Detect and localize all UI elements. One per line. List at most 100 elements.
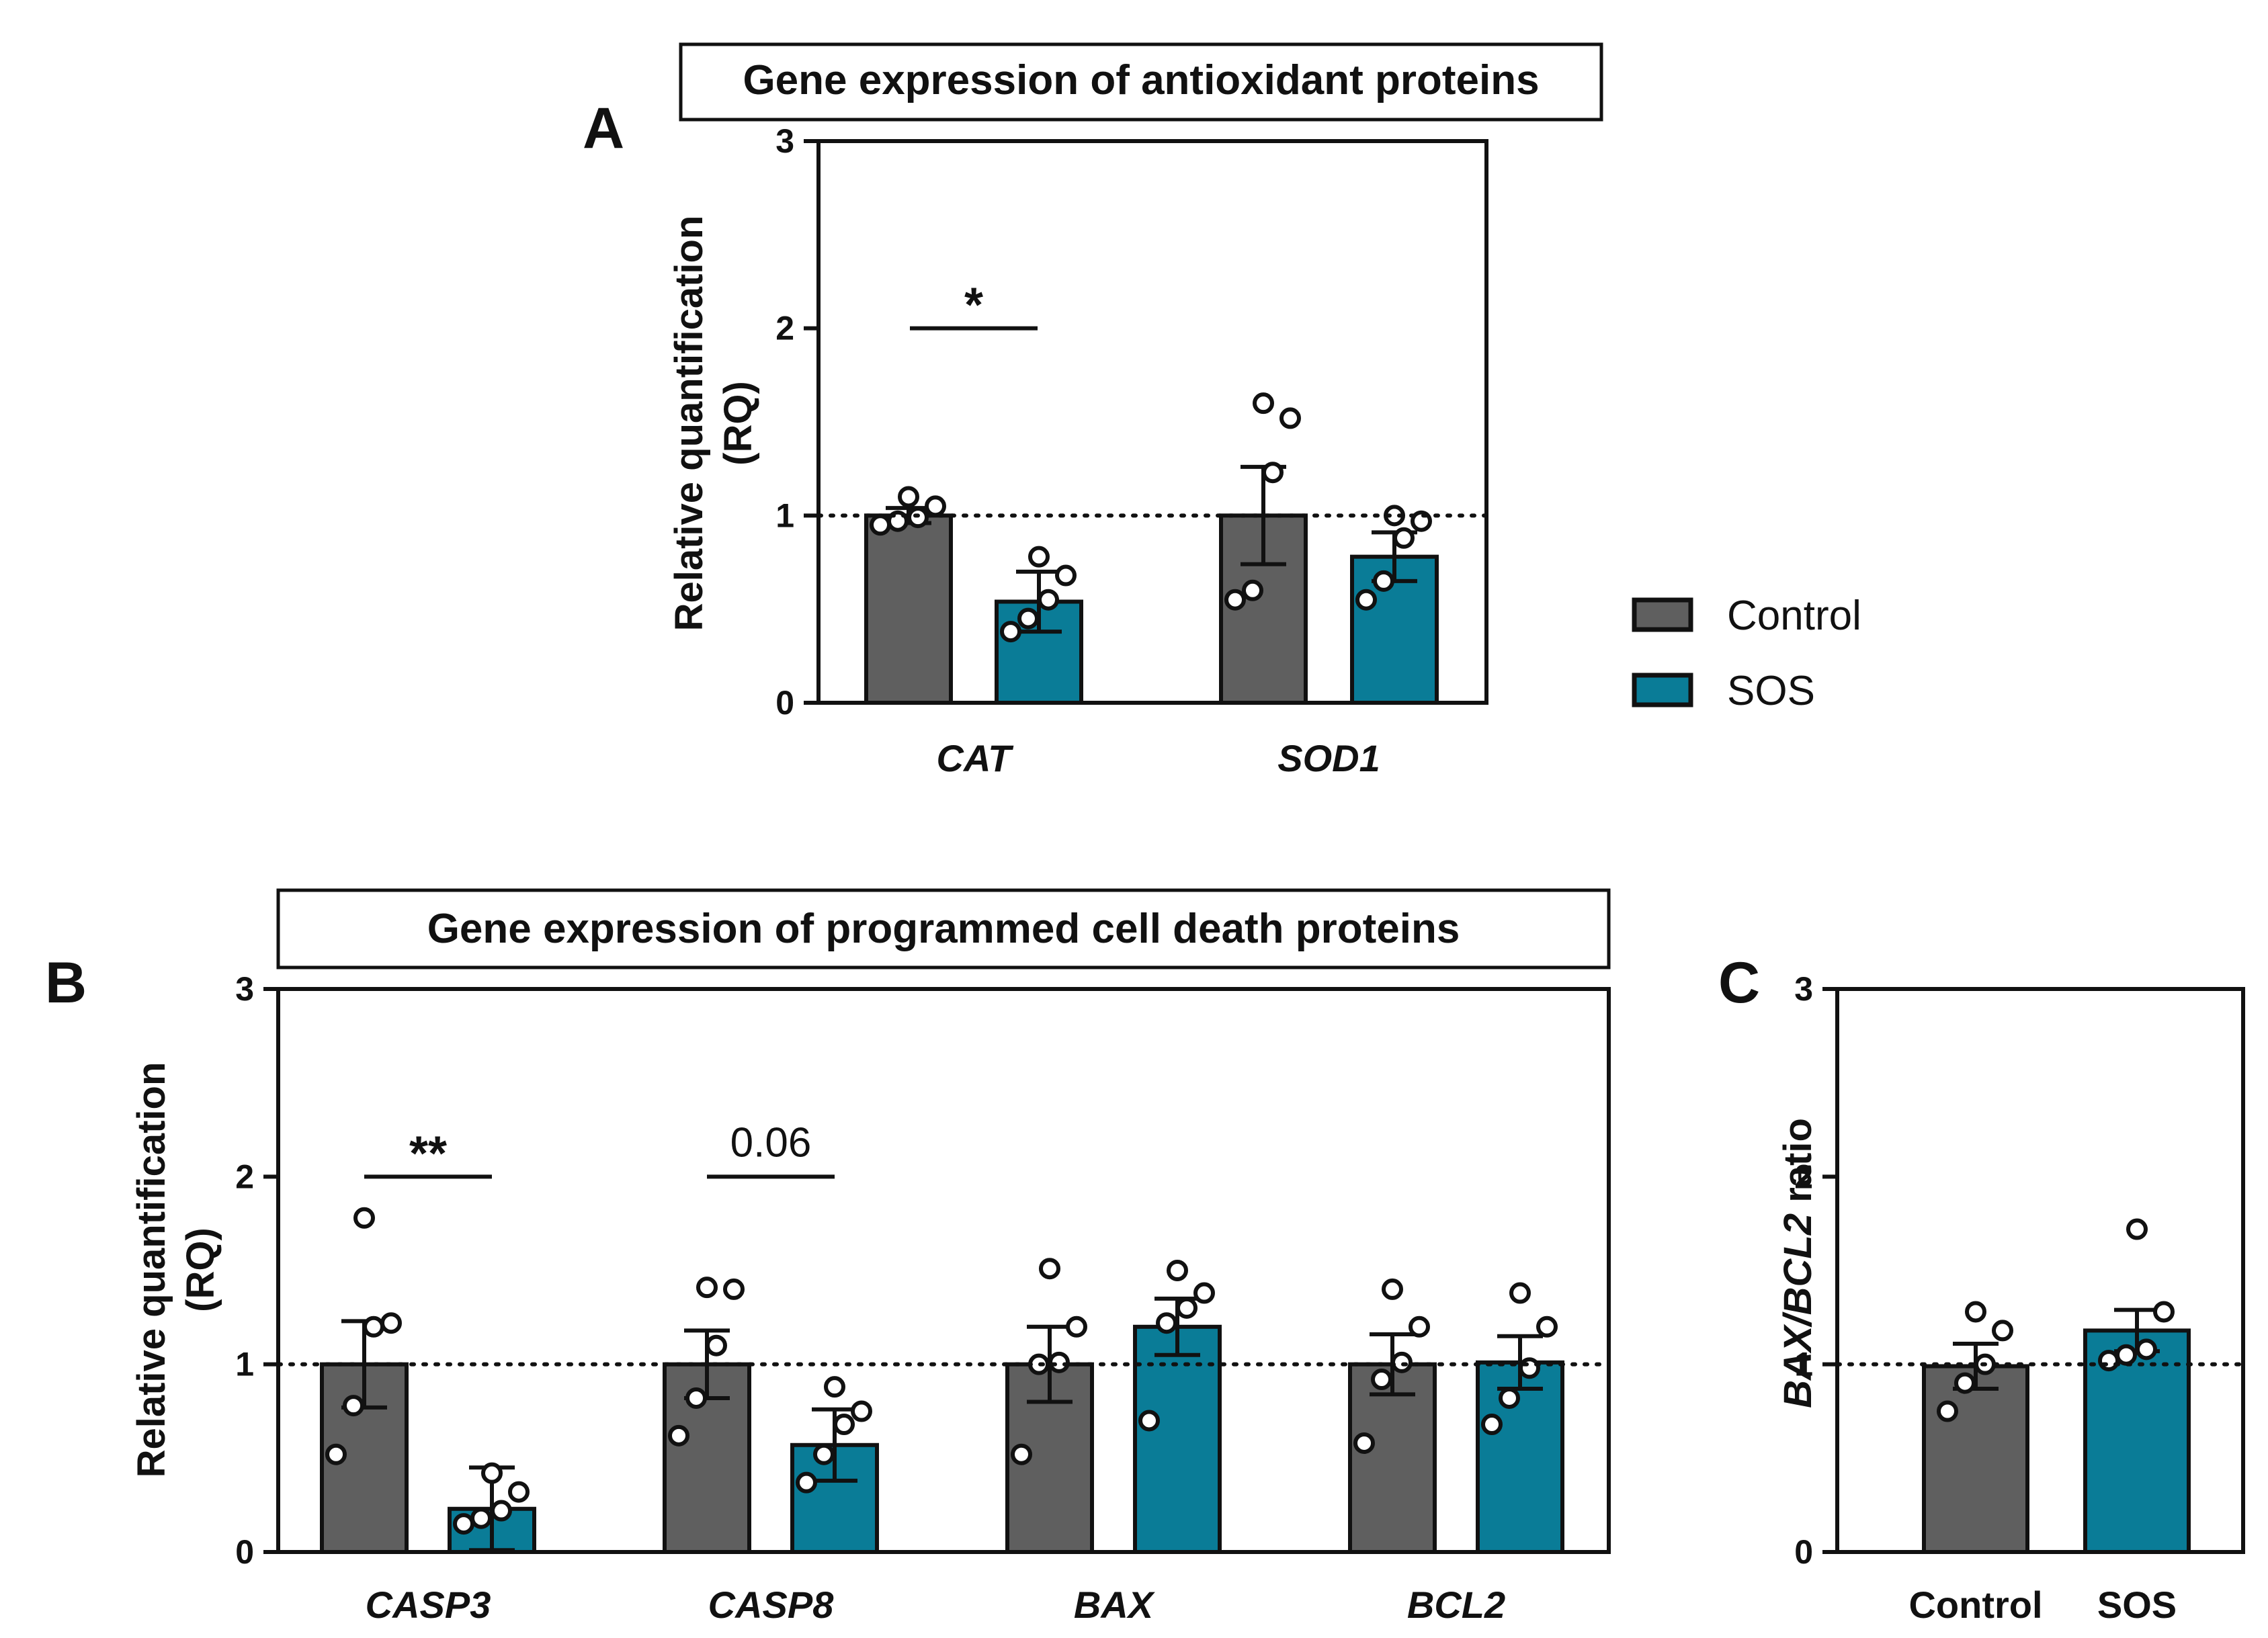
data-point: [925, 495, 946, 517]
data-point: [898, 486, 919, 508]
panel-a-title-box: [679, 42, 1603, 122]
data-point: [1954, 1372, 1976, 1394]
data-point: [353, 1207, 375, 1229]
panel-b-title: Gene expression of programmed cell death…: [427, 906, 1460, 952]
data-point: [2153, 1301, 2175, 1323]
data-point: [813, 1443, 835, 1465]
data-point: [1011, 1443, 1032, 1465]
data-point: [1519, 1357, 1540, 1379]
significance-label: *: [964, 279, 983, 333]
data-point: [1937, 1400, 1958, 1422]
panel-c-letter: C: [1718, 951, 1760, 1015]
data-point: [491, 1500, 512, 1522]
category-label-bcl2: BCL2: [1407, 1584, 1505, 1626]
panel-c-ylabel: BAX/BCL2 ratio: [1776, 1118, 1820, 1408]
bar-bcl2-sos: [1476, 1360, 1564, 1554]
data-point: [1242, 579, 1263, 601]
plot-frame: [276, 987, 1611, 1554]
panel-b-ylabel-line2: (RQ): [179, 1227, 222, 1312]
panel-c-ylabel-plain: ratio: [1776, 1118, 1820, 1213]
data-point: [325, 1443, 347, 1465]
data-point: [1000, 621, 1021, 643]
data-point: [1509, 1282, 1531, 1304]
bar-cat-control: [864, 513, 953, 705]
data-point: [1536, 1316, 1558, 1338]
y-tick-label: 1: [1794, 1346, 1813, 1383]
plot-frame: [1835, 987, 2245, 1554]
data-point: [1409, 1316, 1430, 1338]
data-point: [851, 1400, 872, 1422]
panel-a-title: Gene expression of antioxidant proteins: [743, 57, 1539, 103]
category-label-casp3: CASP3: [366, 1584, 491, 1626]
y-tick-label: 2: [1794, 1158, 1813, 1195]
legend-swatch-control: [1632, 597, 1693, 632]
legend: Control SOS: [1632, 593, 1861, 714]
data-point: [380, 1312, 402, 1334]
category-label-sod1: SOD1: [1277, 737, 1380, 779]
y-tick-label: 2: [235, 1158, 254, 1195]
data-point: [1176, 1297, 1198, 1319]
legend-swatch-sos: [1632, 673, 1693, 707]
data-point: [470, 1507, 492, 1529]
bar-cat-sos: [995, 599, 1083, 705]
data-point: [1353, 1432, 1375, 1454]
data-point: [824, 1376, 845, 1398]
category-label-cat: CAT: [937, 737, 1015, 779]
panel-b-plot: 0 1 2 3 CASP3 CASP8 BAX BCL2 ** 0.06: [235, 970, 1611, 1626]
data-point: [1371, 1369, 1392, 1391]
y-tick-label: 1: [775, 497, 794, 534]
data-point: [1017, 607, 1039, 630]
data-point: [453, 1513, 474, 1535]
panel-b: Gene expression of programmed cell death…: [45, 888, 1611, 1626]
data-point: [1038, 589, 1059, 611]
data-point: [481, 1462, 503, 1484]
data-point: [2126, 1218, 2148, 1240]
bar-control: [1922, 1364, 2029, 1554]
data-point: [363, 1316, 384, 1338]
data-point: [796, 1471, 817, 1494]
data-point: [706, 1334, 727, 1356]
panel-a-ylabel-line2: (RQ): [716, 381, 760, 466]
y-tick-label: 0: [775, 684, 794, 722]
panel-a-ylabel-line1: Relative quantification: [667, 216, 711, 632]
data-point: [1039, 1258, 1060, 1280]
data-point: [1355, 589, 1377, 611]
category-label-casp8: CASP8: [708, 1584, 835, 1626]
panel-a-letter: A: [583, 96, 624, 161]
data-point: [1393, 527, 1415, 549]
data-point: [668, 1424, 689, 1447]
data-point: [508, 1481, 530, 1503]
y-tick-label: 0: [235, 1533, 254, 1571]
data-point: [1382, 1278, 1403, 1300]
y-tick-label: 2: [775, 310, 794, 347]
significance-label: **: [409, 1127, 447, 1180]
category-label-sos: SOS: [2097, 1584, 2177, 1626]
data-point: [833, 1414, 855, 1436]
data-point: [1193, 1282, 1215, 1304]
category-label-bax: BAX: [1074, 1584, 1156, 1626]
data-point: [1066, 1316, 1087, 1338]
data-point: [1373, 570, 1394, 592]
legend-label-sos: SOS: [1727, 668, 1815, 714]
data-point: [1138, 1410, 1160, 1432]
data-point: [1992, 1320, 2013, 1342]
data-point: [1481, 1414, 1503, 1436]
data-point: [2115, 1344, 2137, 1366]
data-point: [2098, 1350, 2119, 1372]
data-point: [685, 1387, 707, 1409]
panel-c: C BAX/BCL2 ratio 0 1 2 3 Control SOS: [1718, 951, 2245, 1626]
y-tick-label: 3: [235, 970, 254, 1008]
panel-b-title-box: [276, 888, 1611, 969]
data-point: [2136, 1338, 2157, 1361]
category-label-control: Control: [1908, 1584, 2042, 1626]
data-point: [1965, 1301, 1986, 1323]
plot-frame: [816, 139, 1488, 705]
y-tick-label: 3: [775, 122, 794, 160]
panel-b-ylabel-line1: Relative quantification: [130, 1062, 173, 1478]
y-tick-label: 3: [1794, 970, 1813, 1008]
data-point: [870, 514, 891, 536]
data-point: [1167, 1260, 1188, 1281]
y-tick-label: 1: [235, 1346, 254, 1383]
data-point: [1156, 1312, 1177, 1334]
panel-a-plot: 0 1 2 3 CAT SOD1 *: [775, 122, 1488, 779]
